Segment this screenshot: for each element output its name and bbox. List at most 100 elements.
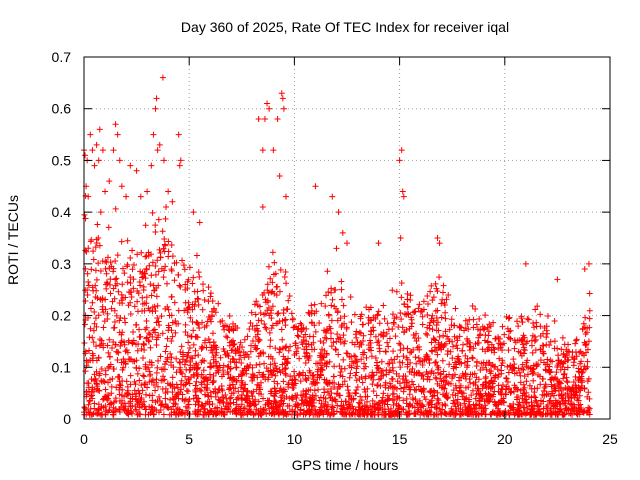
- data-point: [161, 235, 168, 242]
- data-point: [152, 222, 159, 229]
- data-point: [290, 385, 297, 392]
- data-point: [92, 244, 99, 251]
- data-point: [274, 310, 281, 317]
- data-point: [417, 309, 424, 316]
- data-point: [346, 374, 353, 381]
- data-point: [141, 398, 148, 405]
- data-point: [436, 240, 443, 247]
- data-point: [337, 372, 344, 379]
- data-point: [172, 318, 179, 325]
- data-point: [149, 377, 156, 384]
- data-point: [344, 383, 351, 390]
- data-point: [374, 364, 381, 371]
- data-point: [518, 313, 525, 320]
- data-point: [407, 386, 414, 393]
- data-point: [180, 262, 187, 269]
- data-point: [152, 228, 159, 235]
- data-point: [198, 371, 205, 378]
- data-point: [233, 401, 240, 408]
- data-point: [358, 311, 365, 318]
- y-tick-label: 0.4: [52, 204, 72, 220]
- data-point: [575, 376, 582, 383]
- data-point: [532, 306, 539, 313]
- data-point: [82, 152, 89, 159]
- data-point: [584, 358, 591, 365]
- data-point: [204, 408, 211, 415]
- data-point: [483, 397, 490, 404]
- data-point: [503, 313, 510, 320]
- data-point: [331, 363, 338, 370]
- data-point: [185, 276, 192, 283]
- data-point: [528, 399, 535, 406]
- data-point: [114, 252, 121, 259]
- data-point: [127, 311, 134, 318]
- data-point: [543, 327, 550, 334]
- data-point: [90, 256, 97, 263]
- data-point: [124, 237, 131, 244]
- data-point: [172, 411, 179, 418]
- data-point: [296, 355, 303, 362]
- data-point: [355, 399, 362, 406]
- data-point: [89, 284, 96, 291]
- data-point: [442, 340, 449, 347]
- data-point: [138, 345, 145, 352]
- data-point: [269, 372, 276, 379]
- data-point: [546, 398, 553, 405]
- data-point: [432, 374, 439, 381]
- data-point: [488, 347, 495, 354]
- data-point: [95, 312, 102, 319]
- data-point: [334, 309, 341, 316]
- data-point: [159, 228, 166, 235]
- data-point: [472, 340, 479, 347]
- data-point: [206, 401, 213, 408]
- data-point: [332, 346, 339, 353]
- data-point: [341, 320, 348, 327]
- data-point: [93, 343, 100, 350]
- data-point: [212, 385, 219, 392]
- data-point: [373, 401, 380, 408]
- data-point: [382, 379, 389, 386]
- data-point: [384, 339, 391, 346]
- data-point: [378, 332, 385, 339]
- data-point: [288, 310, 295, 317]
- data-point: [324, 401, 331, 408]
- data-point: [258, 379, 265, 386]
- data-point: [379, 397, 386, 404]
- data-point: [280, 310, 287, 317]
- data-point: [212, 405, 219, 412]
- data-point: [120, 364, 127, 371]
- data-point: [94, 295, 101, 302]
- data-point: [568, 401, 575, 408]
- data-point: [103, 281, 110, 288]
- data-point: [530, 320, 537, 327]
- data-point: [396, 359, 403, 366]
- data-point: [308, 302, 315, 309]
- data-point: [237, 352, 244, 359]
- data-point: [248, 342, 255, 349]
- data-point: [164, 380, 171, 387]
- data-point: [436, 333, 443, 340]
- data-point: [230, 356, 237, 363]
- data-point: [157, 402, 164, 409]
- data-point: [543, 334, 550, 341]
- data-point: [378, 370, 385, 377]
- data-point: [483, 384, 490, 391]
- data-point: [133, 167, 140, 174]
- data-point: [143, 406, 150, 413]
- data-point: [152, 329, 159, 336]
- data-point: [369, 381, 376, 388]
- data-point: [217, 318, 224, 325]
- data-point: [85, 401, 92, 408]
- data-point: [542, 383, 549, 390]
- data-point: [277, 394, 284, 401]
- data-point: [92, 267, 99, 274]
- data-point: [482, 382, 489, 389]
- data-point: [497, 399, 504, 406]
- data-point: [153, 369, 160, 376]
- data-point: [389, 364, 396, 371]
- data-point: [191, 288, 198, 295]
- data-point: [404, 379, 411, 386]
- data-point: [194, 398, 201, 405]
- data-point: [482, 312, 489, 319]
- data-point: [142, 222, 149, 229]
